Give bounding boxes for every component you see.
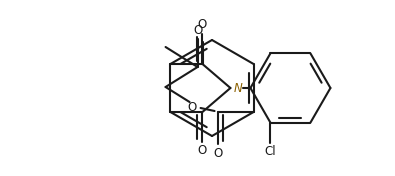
Text: Cl: Cl bbox=[265, 145, 276, 158]
Text: N: N bbox=[233, 83, 242, 96]
Text: O: O bbox=[198, 144, 207, 158]
Text: O: O bbox=[187, 100, 196, 114]
Text: O: O bbox=[193, 24, 202, 36]
Text: O: O bbox=[198, 18, 207, 32]
Text: O: O bbox=[213, 146, 222, 159]
